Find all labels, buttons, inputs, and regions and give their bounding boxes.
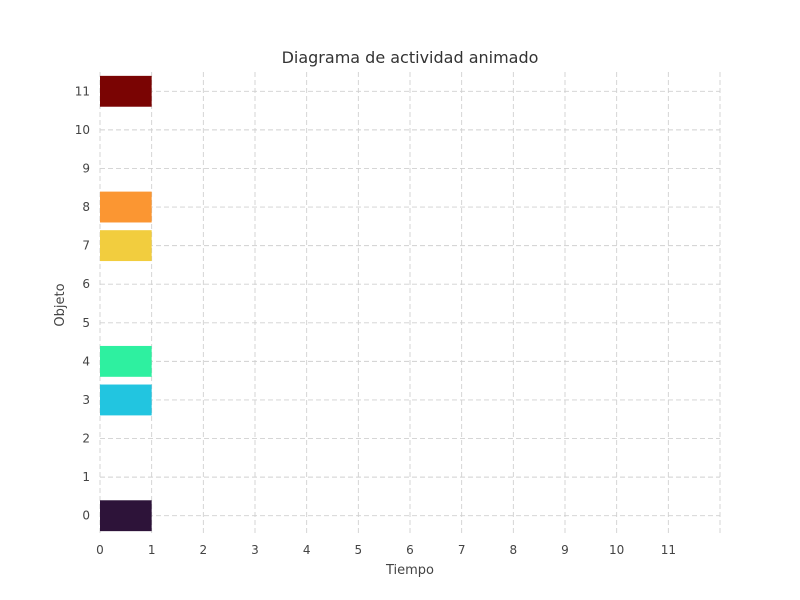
x-tick-label: 5 — [355, 543, 363, 557]
x-tick-label: 4 — [303, 543, 311, 557]
x-tick-label: 9 — [561, 543, 569, 557]
y-tick-label: 0 — [82, 509, 90, 523]
y-tick-label: 2 — [82, 432, 90, 446]
x-tick-label: 8 — [510, 543, 518, 557]
x-tick-label: 2 — [200, 543, 208, 557]
activity-bar-object-3 — [100, 384, 152, 416]
x-axis-ticks: 0 1 2 3 4 5 6 7 8 9 10 11 — [96, 543, 676, 557]
x-tick-label: 7 — [458, 543, 466, 557]
y-tick-label: 3 — [82, 393, 90, 407]
activity-bar-object-8 — [100, 191, 152, 223]
bars — [100, 75, 152, 532]
x-tick-label: 1 — [148, 543, 156, 557]
y-axis-ticks: 0 1 2 3 4 5 6 7 8 9 10 11 — [75, 84, 90, 522]
x-axis-label: Tiempo — [385, 563, 434, 578]
y-axis-label: Objeto — [53, 283, 68, 326]
y-tick-label: 11 — [75, 84, 90, 98]
y-tick-label: 7 — [82, 239, 90, 253]
y-tick-label: 8 — [82, 200, 90, 214]
x-tick-label: 3 — [251, 543, 259, 557]
y-tick-label: 4 — [82, 354, 90, 368]
grid — [99, 72, 721, 535]
x-tick-label: 0 — [96, 543, 104, 557]
y-tick-label: 5 — [82, 316, 90, 330]
activity-bar-object-0 — [100, 500, 152, 532]
x-tick-label: 6 — [406, 543, 414, 557]
chart-title: Diagrama de actividad animado — [282, 48, 539, 67]
x-tick-label: 10 — [609, 543, 624, 557]
activity-bar-object-7 — [100, 230, 152, 262]
activity-bar-object-4 — [100, 345, 152, 377]
activity-bar-object-11 — [100, 75, 152, 107]
y-tick-label: 10 — [75, 123, 90, 137]
y-tick-label: 1 — [82, 470, 90, 484]
x-tick-label: 11 — [661, 543, 676, 557]
y-tick-label: 6 — [82, 277, 90, 291]
y-tick-label: 9 — [82, 161, 90, 175]
